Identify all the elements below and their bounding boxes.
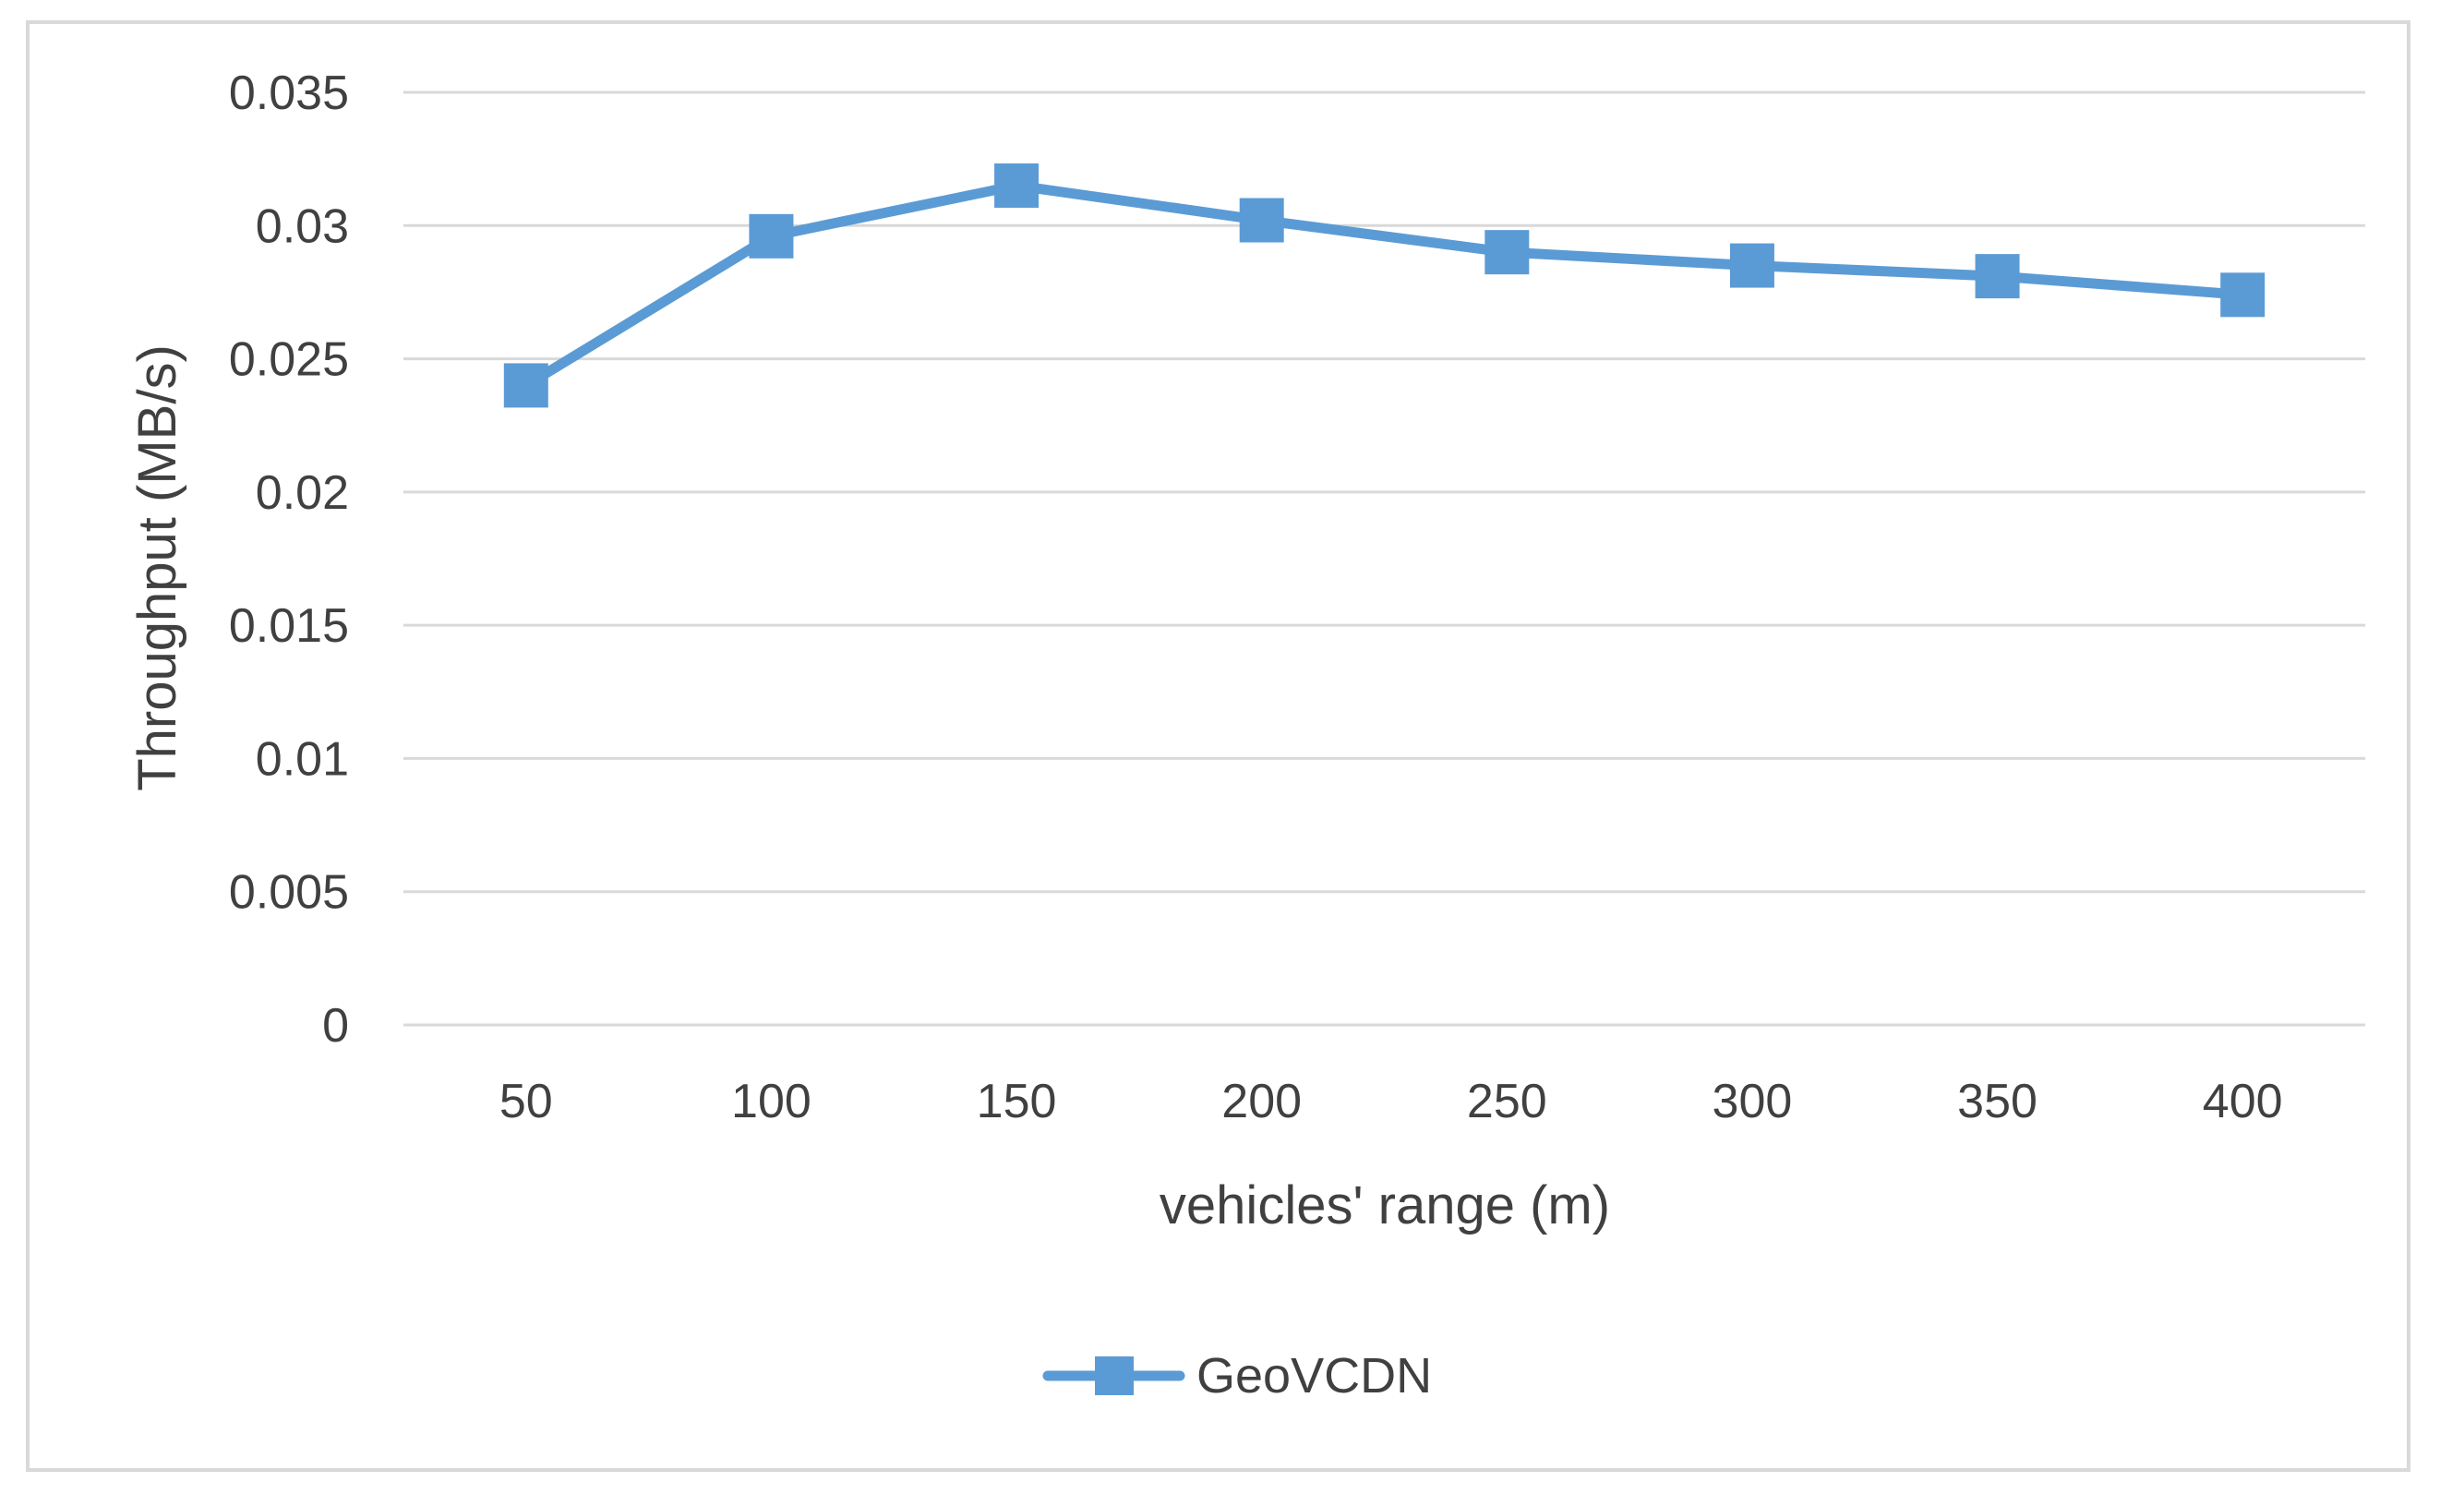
x-tick-label: 100 [731, 1075, 811, 1128]
y-axis-ticks: 0 0.005 0.01 0.015 0.02 0.025 0.03 0.035 [229, 66, 349, 1053]
x-tick-label: 400 [2203, 1075, 2283, 1128]
x-tick-label: 50 [499, 1075, 553, 1128]
y-tick-label: 0.01 [256, 732, 349, 786]
legend-label: GeoVCDN [1196, 1348, 1432, 1404]
y-tick-label: 0.015 [229, 599, 349, 653]
x-tick-label: 150 [977, 1075, 1057, 1128]
y-axis-title: Throughput (MB/s) [127, 344, 187, 791]
data-point-marker [1729, 243, 1774, 288]
data-point-marker [1239, 198, 1284, 243]
x-tick-label: 250 [1467, 1075, 1547, 1128]
data-point-marker [503, 363, 548, 408]
data-point-marker [749, 213, 794, 259]
data-point-marker [1484, 230, 1530, 275]
series-layer [503, 163, 2266, 408]
y-tick-label: 0.025 [229, 333, 349, 387]
legend[interactable]: GeoVCDN [1042, 1348, 1432, 1404]
legend-marker-swatch [1095, 1356, 1134, 1395]
series-line-geovcdn [521, 180, 2248, 391]
y-tick-label: 0.02 [256, 466, 349, 520]
x-tick-label: 350 [1957, 1075, 2037, 1128]
x-axis-title: vehicles' range (m) [1160, 1175, 1610, 1235]
data-point-marker [1975, 254, 2020, 299]
x-tick-label: 300 [1713, 1075, 1793, 1128]
x-axis-ticks: 50 100 150 200 250 300 350 400 [499, 1075, 2283, 1128]
y-tick-label: 0 [322, 999, 349, 1053]
y-tick-label: 0.035 [229, 66, 349, 120]
gridlines [403, 90, 2365, 1027]
y-tick-label: 0.005 [229, 866, 349, 920]
data-point-marker [2220, 272, 2266, 318]
y-tick-label: 0.03 [256, 199, 349, 253]
data-point-marker [994, 163, 1040, 208]
x-tick-label: 200 [1221, 1075, 1302, 1128]
